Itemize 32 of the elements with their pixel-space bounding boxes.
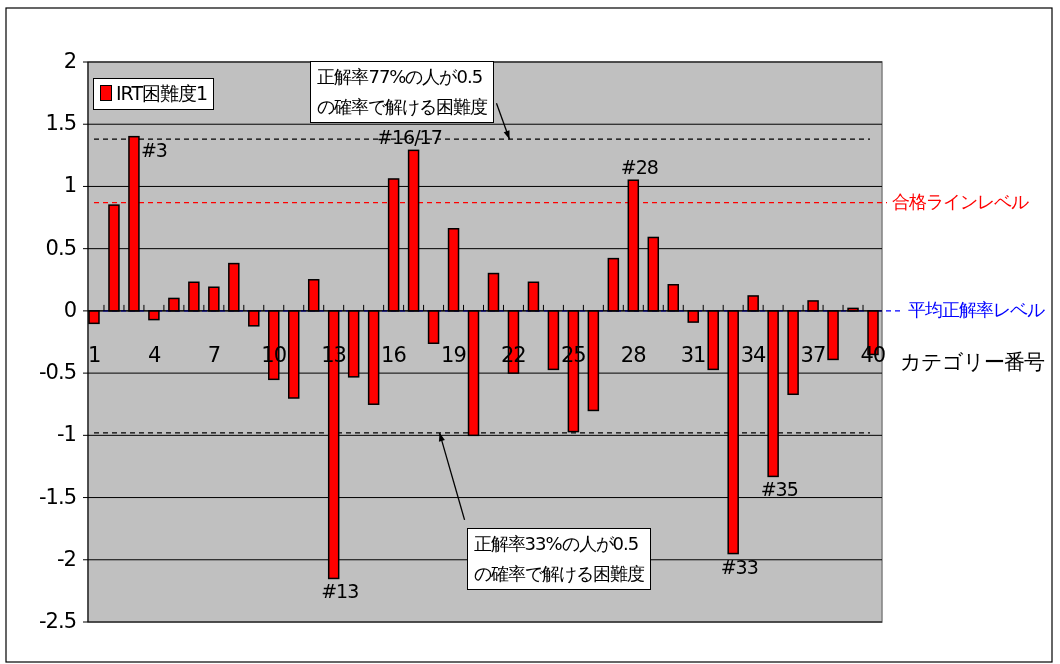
x-tick-label: 1 — [87, 342, 101, 367]
legend-label: IRT困難度1 — [116, 82, 208, 104]
annotation: #16/17 — [377, 126, 442, 149]
y-tick-label: 1 — [63, 173, 76, 198]
x-tick-label: 31 — [680, 342, 706, 367]
annotation: #33 — [720, 555, 758, 578]
y-tick-label: 0.5 — [45, 235, 76, 260]
x-axis-title: カテゴリー番号 — [900, 348, 1044, 376]
x-tick-label: 28 — [620, 342, 646, 367]
ref-line-label: 合格ラインレベル — [892, 189, 1028, 214]
x-tick-label: 16 — [381, 342, 406, 367]
y-tick-label: -1.5 — [39, 484, 76, 509]
y-tick-label: 2 — [63, 49, 76, 73]
y-tick-label: 1.5 — [45, 111, 76, 136]
y-tick-label: -2.5 — [39, 609, 76, 633]
x-tick-label: 34 — [740, 342, 766, 367]
annotation: #3 — [140, 138, 167, 161]
x-tick-label: 19 — [441, 342, 466, 367]
ref-line-label: 平均正解率レベル — [908, 297, 1044, 322]
y-tick-label: 0 — [63, 297, 76, 322]
x-tick-label: 4 — [147, 342, 161, 367]
annotation: #35 — [760, 478, 798, 501]
annotation: 正解率33%の人が0.5 の確率で解ける困難度 — [466, 527, 651, 590]
annotation: #13 — [321, 580, 359, 603]
annotation: 正解率77%の人が0.5 の確率で解ける困難度 — [310, 61, 495, 124]
y-tick-label: -2 — [57, 546, 76, 571]
annotation: #28 — [620, 156, 658, 179]
y-tick-label: -1 — [57, 422, 76, 447]
x-tick-label: 37 — [800, 342, 826, 367]
x-tick-label: 7 — [207, 342, 221, 367]
y-tick-label: -0.5 — [39, 360, 76, 385]
x-tick-label: 40 — [860, 342, 886, 367]
